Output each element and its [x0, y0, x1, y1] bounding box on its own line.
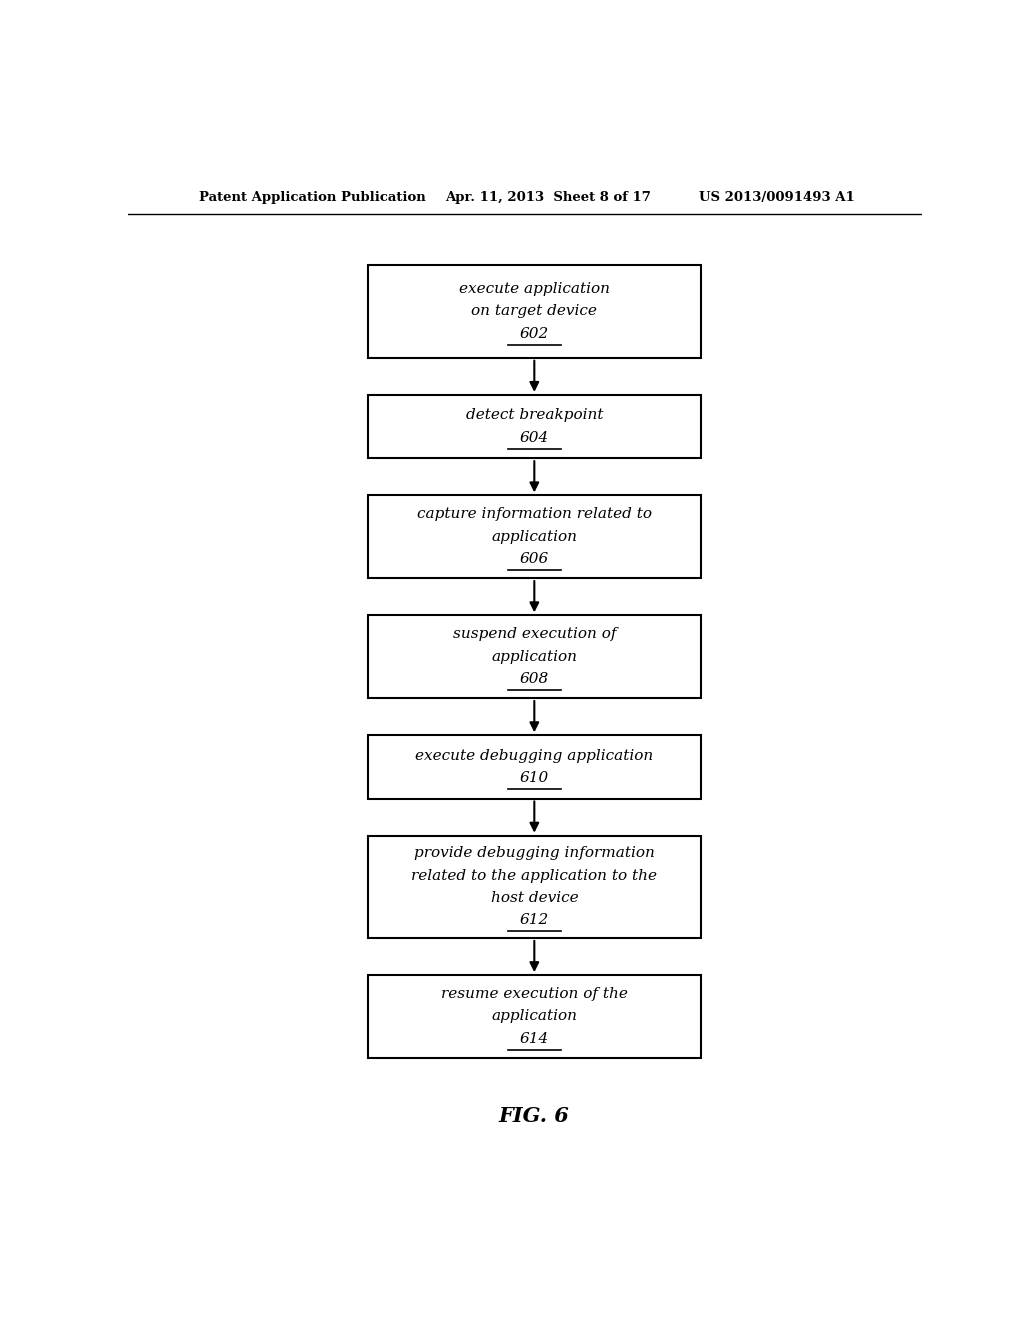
- Text: 606: 606: [520, 552, 549, 566]
- Text: 604: 604: [520, 430, 549, 445]
- Text: FIG. 6: FIG. 6: [499, 1106, 569, 1126]
- Bar: [368, 615, 701, 698]
- Text: application: application: [492, 1010, 578, 1023]
- Bar: [368, 395, 701, 458]
- Text: Apr. 11, 2013  Sheet 8 of 17: Apr. 11, 2013 Sheet 8 of 17: [445, 190, 651, 203]
- Bar: [368, 975, 701, 1057]
- Text: capture information related to: capture information related to: [417, 507, 652, 521]
- Text: 608: 608: [520, 672, 549, 686]
- Text: 612: 612: [520, 913, 549, 928]
- Text: application: application: [492, 529, 578, 544]
- Text: on target device: on target device: [471, 305, 597, 318]
- Text: 614: 614: [520, 1032, 549, 1045]
- Text: suspend execution of: suspend execution of: [453, 627, 616, 642]
- Bar: [368, 265, 701, 358]
- Text: execute debugging application: execute debugging application: [415, 748, 653, 763]
- Text: provide debugging information: provide debugging information: [414, 846, 654, 861]
- Text: detect breakpoint: detect breakpoint: [466, 408, 603, 422]
- Text: application: application: [492, 649, 578, 664]
- Text: 602: 602: [520, 327, 549, 341]
- Text: 610: 610: [520, 771, 549, 785]
- Text: resume execution of the: resume execution of the: [441, 987, 628, 1001]
- Text: Patent Application Publication: Patent Application Publication: [200, 190, 426, 203]
- Bar: [368, 735, 701, 799]
- Bar: [368, 495, 701, 578]
- Bar: [368, 836, 701, 939]
- Text: host device: host device: [490, 891, 579, 906]
- Text: related to the application to the: related to the application to the: [412, 869, 657, 883]
- Text: US 2013/0091493 A1: US 2013/0091493 A1: [699, 190, 855, 203]
- Text: execute application: execute application: [459, 282, 610, 296]
